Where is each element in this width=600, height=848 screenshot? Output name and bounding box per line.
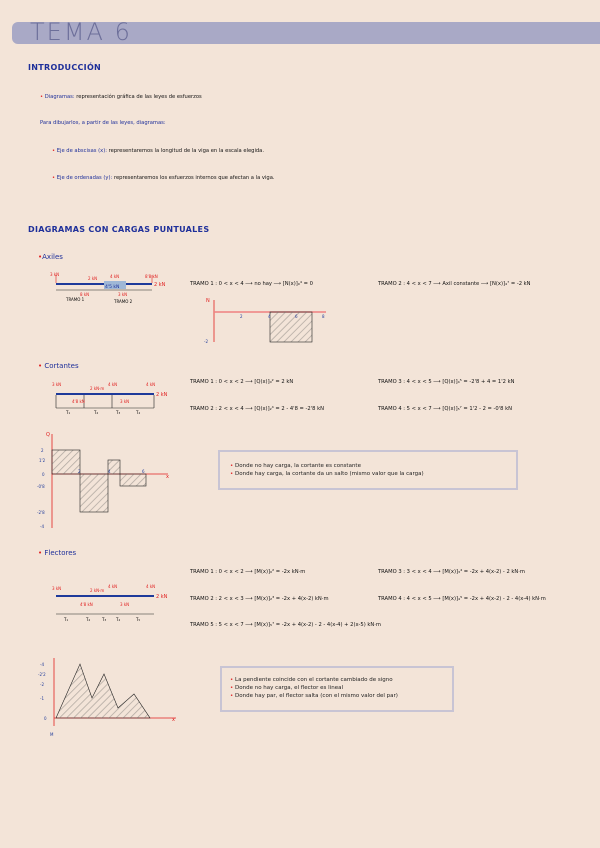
axiles-diagram: N 2 4 6 8 -2 (204, 298, 326, 344)
svg-text:6: 6 (142, 469, 145, 474)
svg-text:x: x (172, 717, 175, 723)
svg-text:8'8 kN: 8'8 kN (145, 274, 158, 279)
cortantes-diagram: Q x 2 4 6 2 1'2 0 -0'8 -2'8 -4 (37, 432, 169, 529)
axil-bar (269, 311, 313, 343)
label-cortantes: • Cortantes (38, 362, 79, 370)
term: Diagramas: (44, 94, 75, 100)
beam-cortantes: 3 kN 2 kN·m 4 kN 4'8 kN 2 kN 4 kN 3 kN T… (52, 382, 168, 415)
note: • La pendiente coincide con el cortante … (230, 677, 393, 683)
cortantes-tramo-3: TRAMO 3 : 4 < x < 5 ⟶ [Q(x)]₄⁵ = -2'8 + … (378, 379, 515, 385)
svg-text:2 kN: 2 kN (88, 276, 97, 281)
svg-text:2: 2 (78, 469, 81, 474)
flectores-tramo-4: TRAMO 4 : 4 < x < 5 ⟶ [M(x)]₄⁵ = -2x + 4… (378, 596, 546, 602)
axiles-tramo-2: TRAMO 2 : 4 < x < 7 ⟶ Axil constante ⟶ [… (378, 281, 531, 287)
svg-text:-0'8: -0'8 (37, 484, 45, 489)
axial-load-label: 2 kN (154, 282, 166, 288)
y-axis-item: • Eje de ordenadas (y): representaremos … (52, 175, 275, 181)
flectores-tramo-3: TRAMO 3 : 3 < x < 4 ⟶ [M(x)]₃⁴ = -2x + 4… (378, 569, 525, 575)
svg-text:TRAMO 1: TRAMO 1 (65, 297, 85, 302)
svg-text:1'2: 1'2 (39, 458, 46, 463)
svg-text:-1: -1 (40, 696, 44, 701)
cortantes-tramo-4: TRAMO 4 : 5 < x < 7 ⟶ [Q(x)]₅⁷ = 1'2 - 2… (378, 406, 512, 412)
svg-text:x: x (166, 474, 169, 480)
svg-text:4 kN: 4 kN (108, 584, 117, 589)
page-title: TEMA 6 (30, 18, 132, 46)
note: • Donde hay par, el flector salta (con e… (230, 693, 398, 699)
svg-text:4: 4 (268, 314, 271, 319)
svg-text:TRAMO 2: TRAMO 2 (113, 299, 133, 304)
flectores-diagram: x M -4 -2'2 -2 -1 0 (38, 658, 176, 737)
text: representaremos la longitud de la viga e… (108, 148, 265, 154)
definition: • Diagramas: representación gráfica de l… (40, 94, 202, 100)
cortantes-tramo-2: TRAMO 2 : 2 < x < 4 ⟶ [Q(x)]₂⁴ = 2 - 4'8… (190, 406, 324, 412)
svg-text:-4: -4 (40, 524, 44, 529)
note: • Donde hay carga, la cortante da un sal… (230, 471, 424, 477)
svg-text:T₄: T₄ (135, 410, 140, 415)
flectores-tramo-1: TRAMO 1 : 0 < x < 2 ⟶ [M(x)]₀² = -2x kN·… (190, 569, 306, 575)
svg-text:6: 6 (295, 314, 298, 319)
svg-text:-4: -4 (40, 662, 44, 667)
note: • Donde no hay carga, el flector es line… (230, 685, 343, 691)
svg-text:4 kN: 4 kN (108, 382, 117, 387)
heading-cargas-puntuales: DIAGRAMAS CON CARGAS PUNTUALES (28, 225, 210, 234)
svg-text:T₄: T₄ (115, 617, 120, 622)
term: Eje de ordenadas (y): (56, 175, 113, 181)
svg-text:N: N (206, 298, 210, 304)
svg-text:T₁: T₁ (65, 410, 70, 415)
flectores-notes-box: • La pendiente coincide con el cortante … (220, 666, 454, 712)
svg-text:-2'2: -2'2 (38, 672, 46, 677)
svg-text:-2'8: -2'8 (37, 510, 45, 515)
svg-text:8 kN: 8 kN (80, 292, 89, 297)
svg-text:Q: Q (46, 432, 50, 438)
flectores-tramo-5: TRAMO 5 : 5 < x < 7 ⟶ [M(x)]₅⁷ = -2x + 4… (190, 622, 381, 628)
svg-text:T₂: T₂ (93, 410, 98, 415)
svg-text:3 kN: 3 kN (50, 272, 59, 277)
svg-text:T₃: T₃ (115, 410, 120, 415)
svg-text:8: 8 (322, 314, 325, 319)
beam-axiles: 3 kN 2 kN 4 kN 8'8 kN 2 kN 8 kN 3 kN 4'5… (50, 272, 166, 304)
svg-text:4 kN: 4 kN (110, 274, 119, 279)
svg-text:2 kN·m: 2 kN·m (90, 588, 104, 593)
svg-text:4'8 kN: 4'8 kN (80, 602, 93, 607)
svg-text:2 kN·m: 2 kN·m (90, 386, 104, 391)
title-bar (12, 22, 600, 44)
svg-text:4'8 kN: 4'8 kN (72, 399, 85, 404)
svg-text:4 kN: 4 kN (146, 584, 155, 589)
svg-text:T₃: T₃ (101, 617, 106, 622)
svg-text:T₁: T₁ (63, 617, 68, 622)
svg-text:4: 4 (108, 469, 111, 474)
text: representaremos los esfuerzos internos q… (113, 175, 275, 181)
heading-introduccion: INTRODUCCIÓN (28, 63, 102, 72)
svg-text:-2: -2 (204, 339, 208, 344)
svg-text:2: 2 (41, 448, 44, 453)
svg-text:4 kN: 4 kN (146, 382, 155, 387)
svg-text:T₅: T₅ (135, 617, 140, 622)
svg-text:3 kN: 3 kN (52, 586, 61, 591)
svg-text:3 kN: 3 kN (52, 382, 61, 387)
text: representación gráfica de las leyes de e… (76, 94, 202, 100)
axial-load-label: 2 kN (156, 392, 168, 398)
label-flectores: • Flectores (38, 549, 77, 557)
svg-text:3 kN: 3 kN (120, 399, 129, 404)
note: • Donde no hay carga, la cortante es con… (230, 463, 361, 469)
drawing-note: Para dibujarlos, a partir de las leyes, … (40, 120, 166, 126)
x-axis-item: • Eje de abscisas (x): representaremos l… (52, 148, 265, 154)
svg-text:0: 0 (44, 716, 47, 721)
beam-flectores: 3 kN 2 kN·m 4 kN 4'8 kN 2 kN 4 kN 3 kN T… (52, 584, 168, 622)
svg-text:0: 0 (42, 472, 45, 477)
flectores-tramo-2: TRAMO 2 : 2 < x < 3 ⟶ [M(x)]₂³ = -2x + 4… (190, 596, 329, 602)
svg-text:T₂: T₂ (85, 617, 90, 622)
highlighted-load-label: 4'5 kN (105, 284, 119, 290)
svg-text:M: M (50, 732, 54, 737)
svg-text:2: 2 (240, 314, 243, 319)
svg-text:3 kN: 3 kN (120, 602, 129, 607)
svg-text:-2: -2 (40, 682, 44, 687)
cortantes-tramo-1: TRAMO 1 : 0 < x < 2 ⟶ [Q(x)]₀² = 2 kN (190, 379, 294, 385)
cortantes-notes-box: • Donde no hay carga, la cortante es con… (218, 450, 518, 490)
label-axiles: •Axiles (38, 253, 63, 261)
svg-text:3 kN: 3 kN (118, 292, 127, 297)
axial-load-label: 2 kN (156, 594, 168, 600)
term: Eje de abscisas (x): (56, 148, 107, 154)
axiles-tramo-1: TRAMO 1 : 0 < x < 4 ⟶ no hay ⟶ [N(x)]₀⁴ … (190, 281, 313, 287)
